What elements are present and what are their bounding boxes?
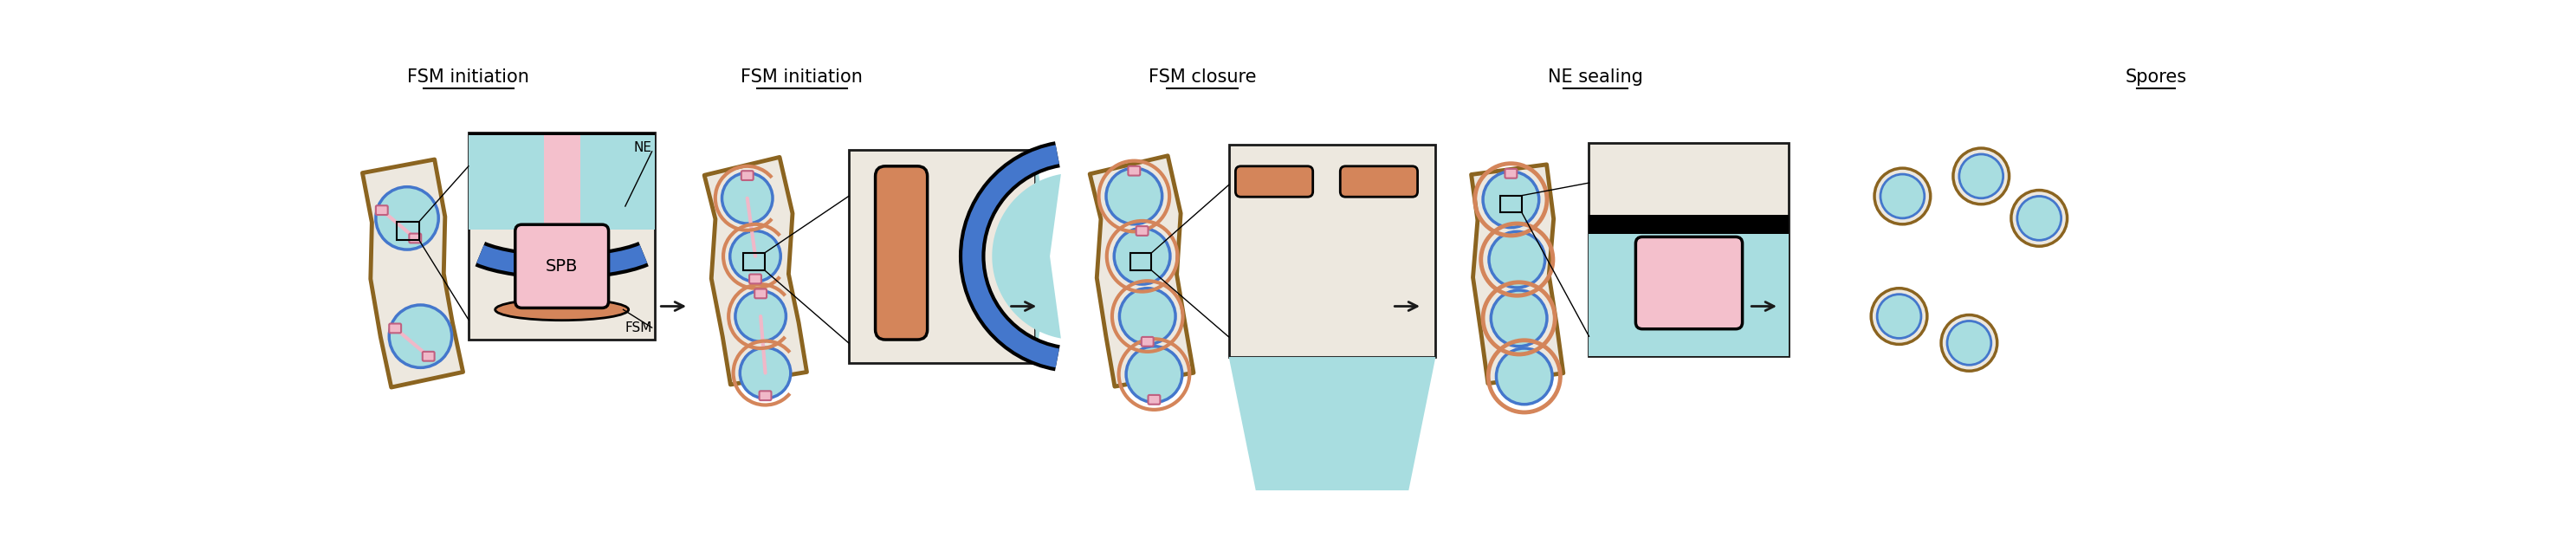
Ellipse shape: [495, 299, 629, 320]
Circle shape: [389, 305, 451, 368]
Circle shape: [1880, 174, 1924, 218]
Bar: [544, 133, 580, 230]
Circle shape: [1497, 348, 1553, 404]
FancyBboxPatch shape: [742, 171, 752, 180]
Circle shape: [2012, 190, 2066, 246]
Text: FSM initiation: FSM initiation: [407, 69, 531, 86]
FancyBboxPatch shape: [1504, 169, 1517, 178]
Bar: [469, 133, 654, 339]
Circle shape: [2017, 196, 2061, 240]
Circle shape: [1870, 288, 1927, 344]
Bar: [397, 222, 420, 240]
Bar: [469, 133, 654, 230]
Polygon shape: [992, 149, 1061, 363]
FancyBboxPatch shape: [1136, 226, 1149, 236]
Text: FSM: FSM: [626, 321, 652, 334]
Text: Spores: Spores: [2125, 69, 2187, 86]
FancyBboxPatch shape: [876, 166, 927, 339]
Text: FSM closure: FSM closure: [1149, 69, 1257, 86]
Polygon shape: [363, 159, 464, 387]
Circle shape: [1875, 168, 1929, 224]
FancyBboxPatch shape: [376, 206, 389, 215]
Polygon shape: [703, 157, 806, 385]
FancyBboxPatch shape: [1149, 395, 1159, 404]
Bar: [744, 253, 765, 270]
Text: SPB: SPB: [546, 258, 577, 274]
Circle shape: [1484, 171, 1538, 228]
FancyBboxPatch shape: [760, 391, 770, 401]
Bar: [1589, 233, 1790, 356]
Circle shape: [734, 291, 786, 342]
Circle shape: [1960, 154, 2004, 198]
Bar: [1499, 196, 1522, 212]
Circle shape: [1942, 315, 1996, 371]
Circle shape: [1105, 168, 1162, 224]
Circle shape: [729, 231, 781, 282]
FancyBboxPatch shape: [1636, 237, 1741, 329]
Bar: [848, 149, 1036, 363]
Text: FSM initiation: FSM initiation: [742, 69, 863, 86]
Bar: [1131, 253, 1151, 270]
Bar: [1229, 145, 1435, 357]
FancyBboxPatch shape: [410, 234, 420, 243]
Circle shape: [739, 348, 791, 398]
Text: NE sealing: NE sealing: [1548, 69, 1643, 86]
FancyBboxPatch shape: [1128, 166, 1141, 176]
Bar: [1589, 215, 1790, 234]
Polygon shape: [1090, 156, 1193, 386]
FancyBboxPatch shape: [422, 352, 435, 361]
Circle shape: [376, 187, 438, 250]
Circle shape: [1113, 228, 1170, 284]
Polygon shape: [1229, 357, 1435, 528]
Polygon shape: [1471, 165, 1564, 383]
FancyBboxPatch shape: [515, 225, 608, 308]
FancyBboxPatch shape: [750, 274, 762, 284]
FancyBboxPatch shape: [389, 323, 402, 333]
FancyBboxPatch shape: [1236, 166, 1314, 197]
Circle shape: [1492, 290, 1548, 346]
FancyBboxPatch shape: [1141, 337, 1154, 346]
Text: NE: NE: [634, 141, 652, 154]
Circle shape: [1489, 231, 1546, 288]
Circle shape: [1953, 148, 2009, 204]
Bar: [1589, 143, 1790, 356]
Circle shape: [721, 173, 773, 224]
Bar: [469, 133, 654, 135]
Circle shape: [1121, 288, 1175, 344]
FancyBboxPatch shape: [755, 289, 768, 298]
FancyBboxPatch shape: [1340, 166, 1417, 197]
Circle shape: [1126, 346, 1182, 402]
Circle shape: [1947, 321, 1991, 365]
Circle shape: [1878, 294, 1922, 338]
